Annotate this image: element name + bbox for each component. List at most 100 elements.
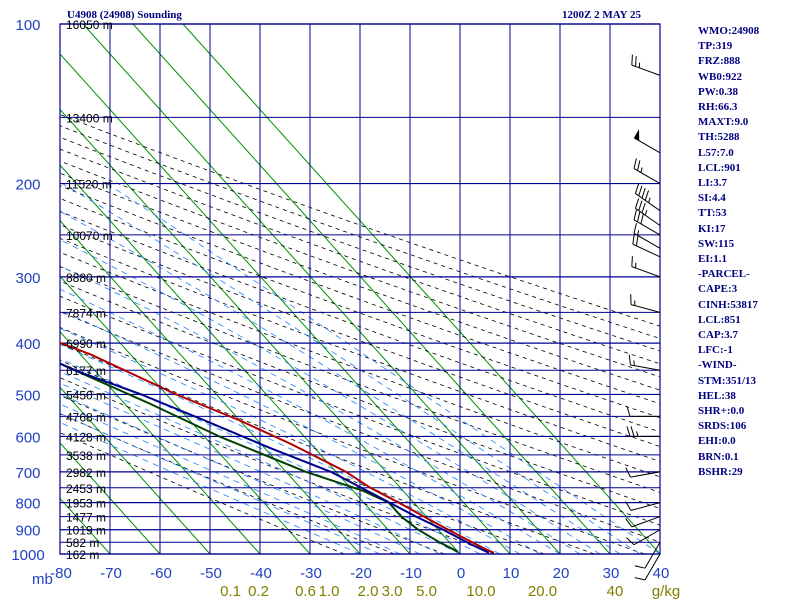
dry-adiabat-lines (0, 24, 800, 554)
dry-adiabat-line (0, 24, 800, 554)
index-item: LCL:901 (698, 161, 759, 176)
wind-barb-flag (635, 198, 638, 208)
pressure-tick-label: 400 (15, 336, 40, 353)
temperature-tick-label: -70 (100, 565, 122, 582)
dry-adiabat-line (0, 24, 800, 554)
temperature-tick-label: 0 (457, 565, 465, 582)
isotherm-line (0, 24, 360, 554)
wind-barb-half-flag (649, 198, 651, 203)
index-item: RH:66.3 (698, 100, 759, 115)
temperature-tick-label: -60 (150, 565, 172, 582)
wind-barb-flag (626, 538, 634, 545)
wind-barb-flag (634, 223, 636, 233)
dry-adiabat-line (0, 24, 800, 554)
wind-barb (631, 503, 660, 511)
temperature-tick-label: 30 (603, 565, 620, 582)
pressure-tick-label: 700 (15, 465, 40, 482)
wind-barb-flag (634, 210, 636, 220)
wind-barb-flag (636, 56, 637, 66)
isotherm-line (183, 24, 660, 554)
index-item: LCL:851 (698, 313, 759, 328)
wind-barb-flag (629, 355, 630, 365)
height-label: 2982 m (66, 466, 106, 480)
grid-lines (60, 24, 660, 554)
wind-barb-flag (634, 158, 636, 168)
wind-barb (630, 365, 660, 370)
pressure-tick-label: 600 (15, 429, 40, 446)
index-item: STM:351/13 (698, 374, 759, 389)
index-item: CAPE:3 (698, 282, 759, 297)
wind-barb-flag (645, 190, 648, 200)
wind-barb (631, 305, 660, 313)
dry-adiabat-line (0, 24, 800, 554)
wind-barb-flag (632, 55, 633, 65)
dry-adiabat-line (0, 24, 800, 554)
height-label: 1477 m (66, 511, 106, 525)
wind-barb-flag (639, 201, 642, 211)
mixing-ratio-label: 20.0 (528, 583, 557, 600)
pressure-tick-label: 200 (15, 177, 40, 194)
height-label: 8880 m (66, 271, 106, 285)
wind-barb (630, 472, 660, 477)
mixing-ratio-label: 5.0 (416, 583, 437, 600)
dry-adiabat-line (0, 24, 800, 554)
height-label: 5450 m (66, 388, 106, 402)
index-item: HEL:38 (698, 389, 759, 404)
wind-barb (632, 65, 660, 75)
mixing-ratio-label: 0.2 (248, 583, 269, 600)
pressure-tick-label: 300 (15, 270, 40, 287)
temperature-tick-label: -30 (300, 565, 322, 582)
wind-barb-flag (627, 406, 630, 416)
index-item: TH:5288 (698, 130, 759, 145)
pressure-tick-label: 900 (15, 523, 40, 540)
wind-barb-flag (641, 214, 643, 224)
mixing-ratio-label: 0.6 (295, 583, 316, 600)
dry-adiabat-line (0, 24, 794, 554)
index-item: WB0:922 (698, 70, 759, 85)
index-item: KI:17 (698, 222, 759, 237)
pressure-tick-label: 1000 (11, 547, 44, 564)
mixing-ratio-label: 2.0 (358, 583, 379, 600)
height-label: 4128 m (66, 430, 106, 444)
index-item: FRZ:888 (698, 54, 759, 69)
wind-barb (632, 517, 660, 527)
height-label: 3538 m (66, 449, 106, 463)
height-label: 11520 m (66, 178, 112, 192)
height-label: 4768 m (66, 410, 106, 424)
index-item: SW:115 (698, 237, 759, 252)
dry-adiabat-line (0, 24, 800, 554)
height-label: 6177 m (66, 364, 106, 378)
dry-adiabat-line (0, 24, 800, 554)
height-label: 162 m (66, 548, 99, 562)
index-item: SRDS:106 (698, 419, 759, 434)
temperature-tick-label: 20 (553, 565, 570, 582)
index-item: CAP:3.7 (698, 328, 759, 343)
dry-adiabat-line (0, 24, 800, 554)
dry-adiabat-line (0, 24, 800, 554)
index-item: WMO:24908 (698, 24, 759, 39)
height-label: 7874 m (66, 306, 106, 320)
index-item: -PARCEL- (698, 267, 759, 282)
index-item: L57:7.0 (698, 146, 759, 161)
index-item: MAXT:9.0 (698, 115, 759, 130)
mixing-ratio-label: 3.0 (382, 583, 403, 600)
mixing-ratio-label: 0.1 (220, 583, 241, 600)
wind-barb-flag (637, 212, 639, 222)
wind-barb-flag (635, 566, 645, 568)
index-item: SI:4.4 (698, 191, 759, 206)
pressure-tick-label: 800 (15, 496, 40, 513)
height-label: 10070 m (66, 229, 113, 243)
wind-barb-flag (642, 203, 645, 213)
temperature-tick-label: -40 (250, 565, 272, 582)
temperature-tick-label: -50 (200, 565, 222, 582)
index-item: EHI:0.0 (698, 434, 759, 449)
index-item: PW:0.38 (698, 85, 759, 100)
wind-barb-flag (627, 426, 630, 436)
wind-barb-flag (631, 426, 634, 436)
mixing-ratio-label: 1.0 (319, 583, 340, 600)
wind-barb-half-flag (641, 167, 642, 172)
index-item: BSHR:29 (698, 465, 759, 480)
